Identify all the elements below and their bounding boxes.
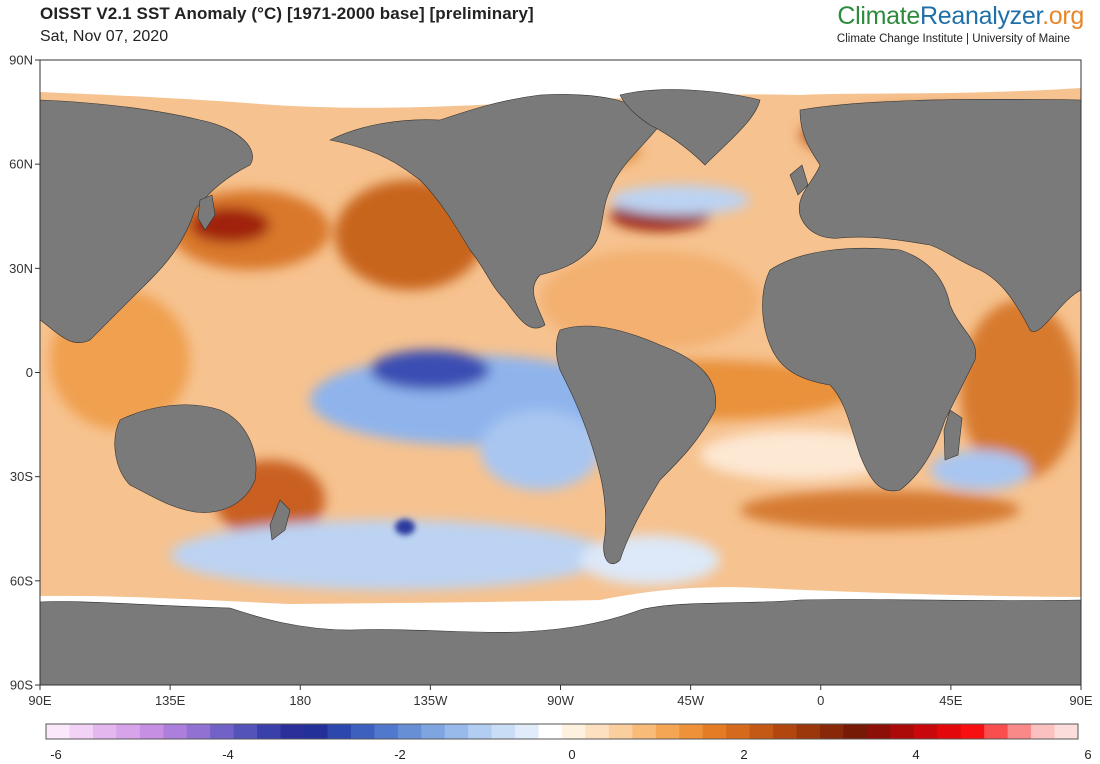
lat-tick-label: 90S [10,678,33,693]
colorbar-swatch [984,724,1009,739]
colorbar-label: 4 [912,747,919,762]
colorbar-swatch [327,724,352,739]
colorbar-swatch [749,724,774,739]
colorbar-frame [45,723,1079,740]
colorbar-swatch [350,724,375,739]
africa [762,247,977,492]
colorbar-swatch [421,724,446,739]
colorbar-swatch [866,724,891,739]
lon-tick-label: 45E [939,693,962,708]
colorbar-swatch [1031,724,1056,739]
colorbar-swatch [233,724,258,739]
lon-tick-label: 135W [413,693,448,708]
colorbar-swatch [679,724,704,739]
lon-tick-label: 90W [547,693,574,708]
lon-tick-label: 0 [817,693,824,708]
colorbar-swatch [538,724,563,739]
colorbar-swatch [608,724,633,739]
brand-part-reanalyzer: Reanalyzer [920,2,1043,30]
date-label: Sat, Nov 07, 2020 [40,28,169,45]
colorbar-label: 6 [1084,747,1091,762]
colorbar-swatch [397,724,422,739]
anomaly-field [40,60,1081,685]
colorbar-swatch [796,724,821,739]
colorbar-swatch [562,724,586,739]
lat-tick-label: 60S [10,573,33,588]
east-asia [40,99,253,343]
colorbar-swatch [304,724,328,739]
colorbar-swatch [444,724,469,739]
new-zealand [269,499,291,541]
madagascar [943,409,963,461]
colorbar-swatch [843,724,868,739]
brand-part-org: .org [1042,2,1084,30]
arctic-sea-ice [40,60,1081,108]
colorbar-swatch [655,724,680,739]
colorbar-swatch [702,724,727,739]
colorbar-swatch [92,724,117,739]
colorbar-swatch [585,724,610,739]
eurasia [798,99,1081,332]
colorbar-label: -4 [222,747,234,762]
colorbar-swatch [210,724,235,739]
lon-tick-label: 90E [1069,693,1092,708]
colorbar-label: -6 [50,747,62,762]
australia [114,404,257,513]
lon-tick-label: 135E [155,693,186,708]
colorbar-swatch [913,724,938,739]
colorbar-swatch [960,724,985,739]
page-title: OISST V2.1 SST Anomaly (°C) [1971-2000 b… [40,4,534,23]
uk-ireland [789,164,809,196]
colorbar-label: 2 [740,747,747,762]
lon-tick-label: 45W [677,693,704,708]
colorbar-swatch [468,724,493,739]
colorbar-swatch [163,724,188,739]
lat-tick-label: 90N [9,53,33,68]
south-america [555,325,717,565]
latitude-axis: 90N 60N 30N 0 30S 60S 90S [9,53,40,693]
colorbar-swatch [773,724,798,739]
colorbar-swatch [890,724,915,739]
greenland [619,89,761,166]
colorbar-swatch [257,724,282,739]
antarctica [40,599,1081,685]
land-masses [40,89,1081,685]
lat-tick-label: 60N [9,157,33,172]
colorbar-swatch [937,724,962,739]
colorbar-swatch [632,724,657,739]
brand-part-climate: Climate [837,2,921,30]
colorbar-swatch [46,724,70,739]
colorbar-swatch [1054,724,1079,739]
colorbar-swatch [186,724,211,739]
colorbar-swatch [515,724,540,739]
colorbar-label: -2 [394,747,406,762]
colorbar-swatch [1007,724,1032,739]
colorbar-label: 0 [568,747,575,762]
lat-tick-label: 30S [10,469,33,484]
brand-subtitle: Climate Change Institute | University of… [836,33,1070,45]
colorbar-swatch [69,724,94,739]
colorbar-swatch [116,724,141,739]
colorbar-swatch [820,724,844,739]
lon-tick-label: 90E [28,693,51,708]
colorbar-swatch [726,724,751,739]
japan [197,194,216,231]
lat-tick-label: 0 [26,365,33,380]
lat-tick-label: 30N [9,261,33,276]
lon-tick-label: 180 [289,693,311,708]
colorbar-swatch [139,724,164,739]
brand-logo[interactable]: ClimateReanalyzer.org [837,2,1084,31]
longitude-axis: 90E 135E 180 135W 90W 45W 0 45E 90E [28,685,1093,708]
colorbar-swatch [374,724,399,739]
north-america [329,94,661,329]
colorbar-swatch [491,724,516,739]
colorbar: -6 -4 -2 0 2 4 6 [45,723,1092,762]
colorbar-swatch [280,724,305,739]
